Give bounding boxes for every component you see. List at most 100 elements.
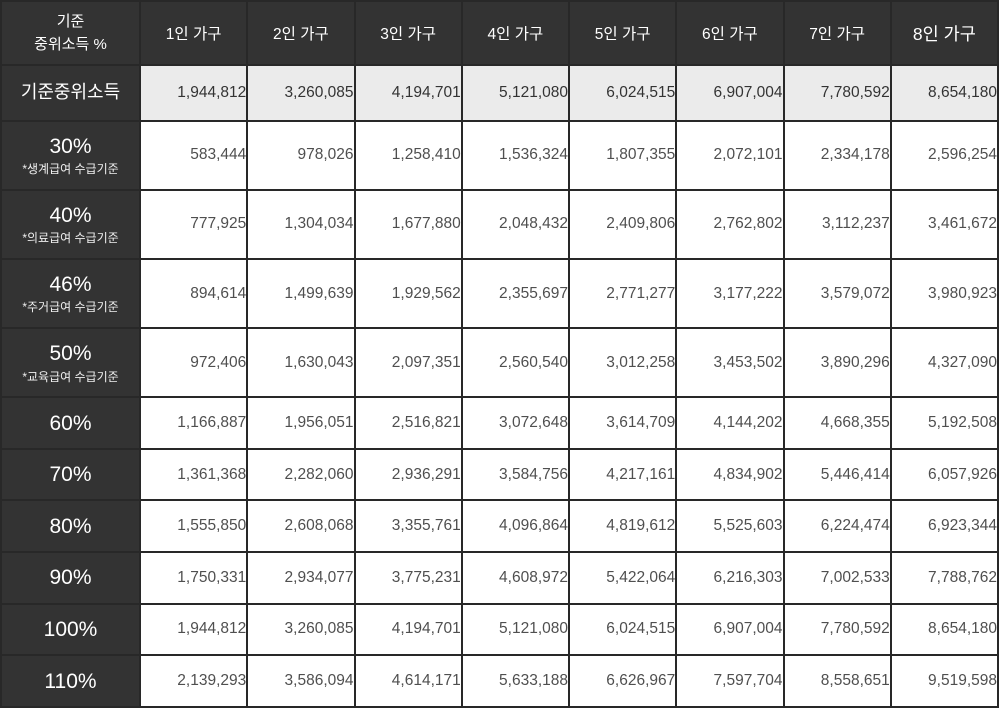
income-value-cell: 2,139,293 (138, 654, 249, 708)
row-label-text: 기준중위소득 (20, 82, 121, 103)
income-value-cell: 3,980,923 (889, 258, 999, 330)
income-value-cell: 1,807,355 (567, 119, 678, 191)
income-value-cell: 1,944,812 (138, 602, 249, 657)
column-header: 2인 가구 (246, 0, 356, 66)
income-value-cell: 2,097,351 (353, 327, 463, 399)
row-sublabel-text: *주거급여 수급기준 (22, 300, 119, 315)
income-value-cell: 7,780,592 (782, 602, 892, 657)
row-label: 40% *의료급여 수급기준 (0, 188, 141, 261)
income-value-cell: 7,002,533 (782, 551, 892, 605)
table-row: 46% *주거급여 수급기준 894,614 1,499,639 1,929,562 2,… (0, 258, 999, 330)
income-value-cell: 4,819,612 (567, 499, 678, 554)
income-value-cell: 3,112,237 (782, 188, 892, 261)
income-value-cell: 6,024,515 (567, 64, 678, 122)
income-value-cell: 4,096,864 (460, 499, 571, 554)
table-row: 100% 1,944,812 3,260,085 4,194,701 5,121,080… (0, 602, 999, 657)
corner-header-line2: 중위소득 % (34, 36, 107, 53)
income-value-cell: 5,446,414 (782, 447, 892, 502)
income-value-cell: 3,584,756 (460, 447, 571, 502)
income-value-cell: 3,775,231 (353, 551, 463, 605)
income-value-cell: 1,499,639 (246, 258, 356, 330)
income-value-cell: 1,304,034 (246, 188, 356, 261)
income-value-cell: 972,406 (138, 327, 249, 399)
income-value-cell: 4,327,090 (889, 327, 999, 399)
income-value-cell: 1,630,043 (246, 327, 356, 399)
table-row: 60% 1,166,887 1,956,051 2,516,821 3,072,648 3… (0, 396, 999, 450)
row-label-text: 40% (49, 204, 92, 228)
income-value-cell: 5,633,188 (460, 654, 571, 708)
table-row: 110% 2,139,293 3,586,094 4,614,171 5,633,188… (0, 654, 999, 708)
row-label: 30% *생계급여 수급기준 (0, 119, 141, 191)
income-value-cell: 2,936,291 (353, 447, 463, 502)
income-value-cell: 5,422,064 (567, 551, 678, 605)
income-value-cell: 6,626,967 (567, 654, 678, 708)
row-label-text: 60% (49, 411, 92, 435)
income-value-cell: 5,525,603 (675, 499, 785, 554)
income-value-cell: 6,923,344 (889, 499, 999, 554)
income-value-cell: 2,560,540 (460, 327, 571, 399)
income-value-cell: 3,260,085 (246, 64, 356, 122)
income-value-cell: 978,026 (246, 119, 356, 191)
income-value-cell: 2,355,697 (460, 258, 571, 330)
column-header: 5인 가구 (567, 0, 678, 66)
row-label: 80% (0, 499, 141, 554)
row-label: 46% *주거급여 수급기준 (0, 258, 141, 330)
row-label: 110% (0, 654, 141, 708)
income-value-cell: 4,144,202 (675, 396, 785, 450)
income-value-cell: 4,608,972 (460, 551, 571, 605)
income-value-cell: 3,260,085 (246, 602, 356, 657)
table-body: 기준중위소득 1,944,812 3,260,085 4,194,701 5,121,0… (0, 64, 999, 708)
row-label-text: 110% (44, 669, 97, 693)
column-header: 3인 가구 (353, 0, 463, 66)
income-value-cell: 3,579,072 (782, 258, 892, 330)
header-row: 기준 중위소득 % 1인 가구 2인 가구 3인 가구 4인 가구 5인 가구 6인 가구… (0, 0, 999, 66)
income-value-cell: 1,677,880 (353, 188, 463, 261)
income-value-cell: 1,750,331 (138, 551, 249, 605)
row-label-text: 50% (49, 342, 92, 366)
table-row: 90% 1,750,331 2,934,077 3,775,231 4,608,972 5… (0, 551, 999, 605)
corner-header-line1: 기준 (56, 12, 85, 30)
income-value-cell: 2,516,821 (353, 396, 463, 450)
income-value-cell: 3,586,094 (246, 654, 356, 708)
column-header: 7인 가구 (782, 0, 892, 66)
income-value-cell: 894,614 (138, 258, 249, 330)
income-value-cell: 3,355,761 (353, 499, 463, 554)
table-row: 기준중위소득 1,944,812 3,260,085 4,194,701 5,121,0… (0, 64, 999, 122)
income-value-cell: 2,608,068 (246, 499, 356, 554)
income-value-cell: 1,555,850 (138, 499, 249, 554)
income-value-cell: 2,072,101 (675, 119, 785, 191)
income-value-cell: 6,907,004 (675, 602, 785, 657)
income-value-cell: 4,194,701 (353, 602, 463, 657)
row-label-text: 70% (49, 463, 92, 487)
income-value-cell: 6,224,474 (782, 499, 892, 554)
column-header: 8인 가구 (889, 0, 999, 66)
income-value-cell: 5,192,508 (889, 396, 999, 450)
income-value-cell: 1,929,562 (353, 258, 463, 330)
row-sublabel-text: *교육급여 수급기준 (22, 369, 119, 384)
income-value-cell: 3,461,672 (889, 188, 999, 261)
income-value-cell: 1,166,887 (138, 396, 249, 450)
income-value-cell: 6,057,926 (889, 447, 999, 502)
income-value-cell: 2,334,178 (782, 119, 892, 191)
row-label-text: 80% (49, 514, 92, 538)
income-value-cell: 2,282,060 (246, 447, 356, 502)
row-label-text: 90% (49, 566, 92, 590)
income-value-cell: 2,048,432 (460, 188, 571, 261)
row-label: 100% (0, 602, 141, 657)
row-label-text: 46% (49, 273, 92, 297)
income-value-cell: 4,668,355 (782, 396, 892, 450)
income-value-cell: 3,614,709 (567, 396, 678, 450)
income-value-cell: 4,614,171 (353, 654, 463, 708)
row-label: 60% (0, 396, 141, 450)
income-value-cell: 9,519,598 (889, 654, 999, 708)
income-value-cell: 6,907,004 (675, 64, 785, 122)
income-value-cell: 777,925 (138, 188, 249, 261)
income-value-cell: 7,780,592 (782, 64, 892, 122)
row-label-text: 30% (49, 135, 92, 159)
table-row: 80% 1,555,850 2,608,068 3,355,761 4,096,864 4… (0, 499, 999, 554)
income-value-cell: 8,654,180 (889, 64, 999, 122)
income-value-cell: 8,654,180 (889, 602, 999, 657)
row-label: 기준중위소득 (0, 64, 141, 122)
